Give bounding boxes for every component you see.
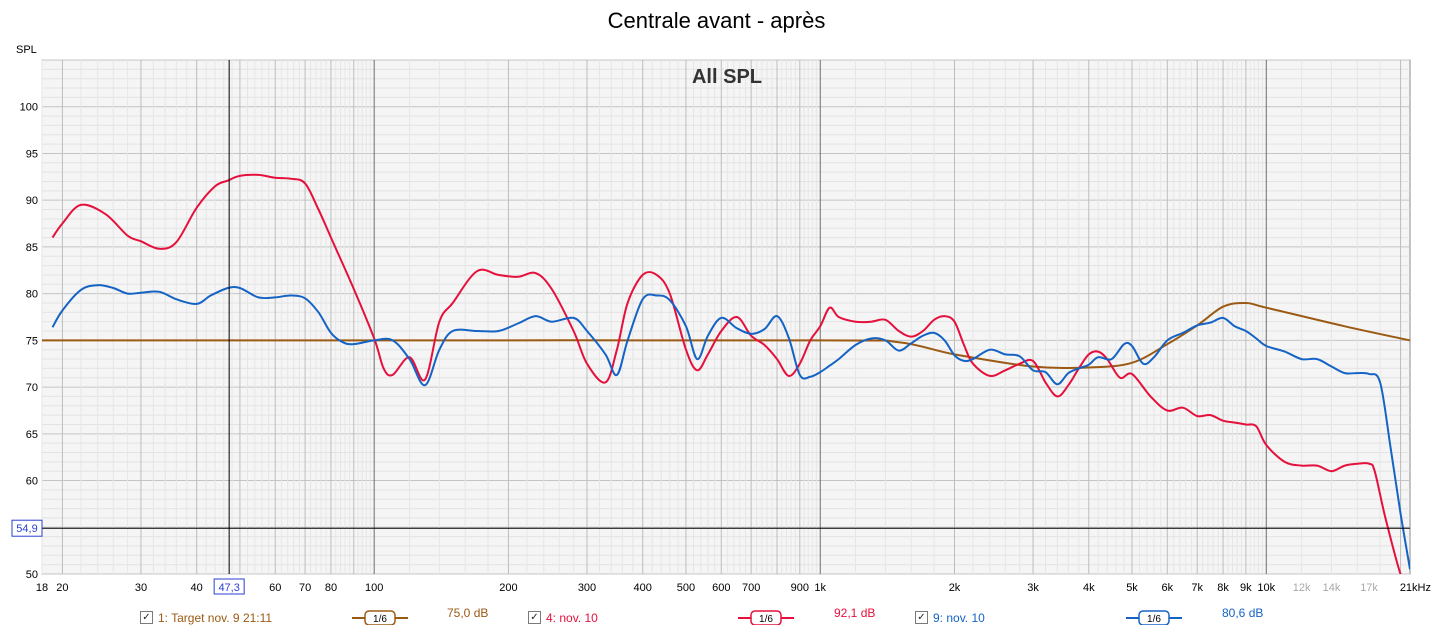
x-tick-label: 100 [365,582,383,594]
x-tick-label: 3k [1027,582,1039,594]
legend-label-blue: 9: nov. 10 [933,611,985,625]
series-lines [42,173,1410,574]
y-tick-label: 70 [26,382,38,394]
legend-value-target: 75,0 dB [447,606,489,620]
legend-checkbox-target[interactable]: ✓ [140,611,153,624]
x-tick-label: 500 [677,582,695,594]
x-tick-label: 80 [325,582,337,594]
y-tick-label: 100 [20,102,38,114]
x-tick-label: 5k [1126,582,1138,594]
smoothing-button-blue[interactable]: 1/6 [1126,609,1182,625]
legend-checkbox-red[interactable]: ✓ [528,611,541,624]
series-line-target [42,301,1410,370]
y-tick-label: 80 [26,289,38,301]
y-axis-label: SPL [16,44,37,56]
legend-checkbox-blue[interactable]: ✓ [915,611,928,624]
smoothing-label-target: 1/6 [373,614,387,625]
legend-value-blue: 80,6 dB [1222,606,1264,620]
y-tick-label: 60 [26,476,38,488]
x-tick-label: 1k [814,582,826,594]
y-tick-label: 65 [26,429,38,441]
y-tick-label: 50 [26,569,38,581]
x-tick-label: 6k [1162,582,1174,594]
smoothing-button-red[interactable]: 1/6 [738,609,794,625]
chart-subtitle: All SPL [692,66,762,88]
legend-label-target: 1: Target nov. 9 21:11 [158,611,273,625]
y-tick-label: 75 [26,335,38,347]
x-tick-label: 900 [791,582,809,594]
x-tick-label: 7k [1191,582,1203,594]
y-tick-label: 95 [26,148,38,160]
x-tick-label: 17k [1360,582,1378,594]
smoothing-label-blue: 1/6 [1147,614,1161,625]
x-tick-label: 70 [299,582,311,594]
cursor-x-readout: 47,3 [218,582,239,594]
x-tick-label: 4k [1083,582,1095,594]
x-tick-label: 300 [578,582,596,594]
x-tick-label: 600 [712,582,730,594]
x-tick-label: 700 [742,582,760,594]
cursor[interactable]: 47,3 54,9 [11,60,1410,595]
x-tick-label: 400 [634,582,652,594]
series-line-red [51,173,1402,574]
cursor-y-box[interactable] [11,519,43,537]
x-tick-label: 12k [1293,582,1311,594]
plot-background [41,59,1411,575]
legend-label-red: 4: nov. 10 [546,611,598,625]
x-tick-label: 10k [1257,582,1275,594]
x-tick-label: 40 [191,582,203,594]
smoothing-label-red: 1/6 [759,614,773,625]
legend-value-red: 92,1 dB [834,606,876,620]
x-tick-label: 30 [135,582,147,594]
smoothing-button-target[interactable]: 1/6 [352,609,408,625]
legend: ✓ 1: Target nov. 9 21:11 1/6 75,0 dB ✓ 4… [0,606,1433,630]
cursor-x-box[interactable] [213,578,245,595]
chart-title: Centrale avant - après [607,8,826,33]
y-axis-ticks: 50556065707580859095100 [20,102,38,581]
series-line-blue [51,284,1410,570]
cursor-y-readout: 54,9 [16,523,37,535]
y-tick-label: 85 [26,242,38,254]
x-tick-label: 8k [1217,582,1229,594]
x-tick-label: 200 [499,582,517,594]
x-axis-ticks: 18 20 30 40 60 70 80 100 200 300 400 500 600 700 900 1k… [36,582,1431,594]
x-tick-label: 9k [1240,582,1252,594]
x-tick-label: 21kHz [1400,582,1431,594]
y-tick-label: 90 [26,195,38,207]
grid-lines [41,59,1410,575]
x-tick-label: 20 [56,582,68,594]
x-tick-label: 18 [36,582,48,594]
x-tick-label: 14k [1323,582,1341,594]
x-tick-label: 2k [949,582,961,594]
x-tick-label: 60 [269,582,281,594]
